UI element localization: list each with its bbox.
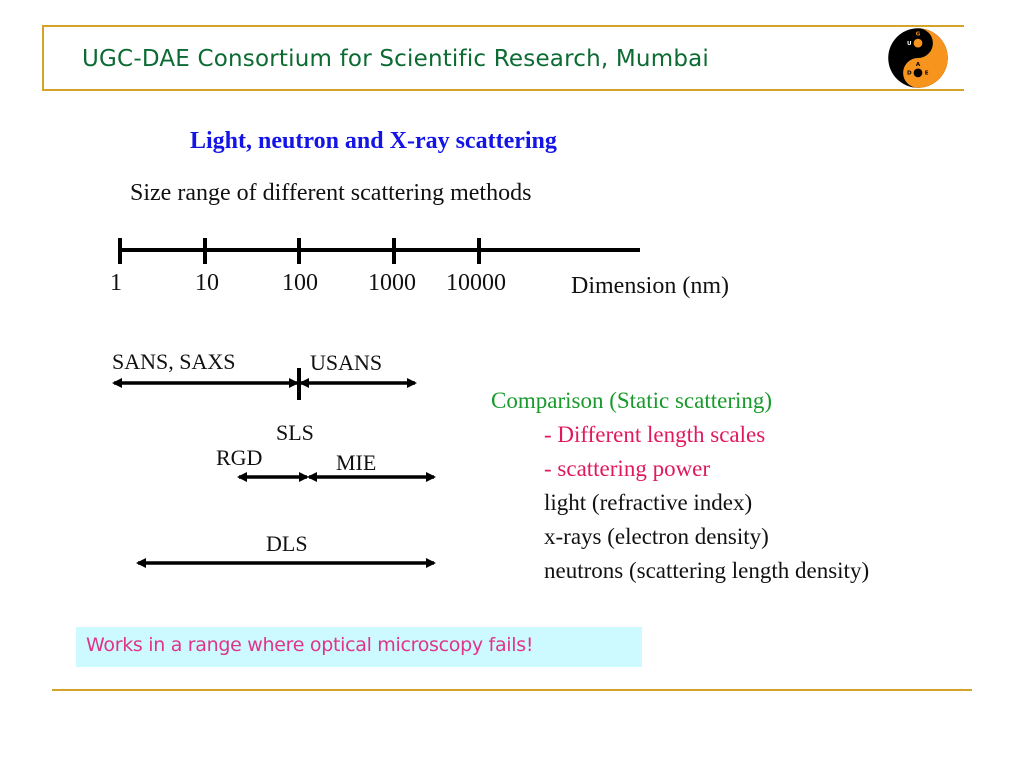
tick-label-1000: 1000	[368, 270, 416, 296]
slide-title: Light, neutron and X-ray scattering	[190, 128, 557, 154]
tick-label-10000: 10000	[446, 270, 506, 296]
comparison-block: Comparison (Static scattering) - Differe…	[491, 384, 869, 588]
label-mie: MIE	[336, 450, 377, 475]
comparison-heading: Comparison (Static scattering)	[491, 388, 773, 413]
header-title: UGC-DAE Consortium for Scientific Resear…	[82, 46, 710, 72]
scale-axis	[118, 238, 640, 264]
svg-text:D: D	[907, 71, 912, 77]
comparison-point: - scattering power	[544, 456, 711, 481]
header-box	[42, 25, 964, 91]
label-sans-saxs: SANS, SAXS	[112, 349, 236, 374]
svg-text:G: G	[916, 32, 921, 38]
svg-text:A: A	[916, 62, 921, 68]
comparison-detail: x-rays (electron density)	[544, 524, 769, 549]
comparison-point: - Different length scales	[544, 422, 766, 447]
callout-box: Works in a range where optical microscop…	[76, 627, 642, 667]
label-sls: SLS	[276, 420, 314, 445]
label-dls: DLS	[266, 531, 308, 556]
tick-label-1: 1	[110, 270, 122, 296]
tick-label-100: 100	[282, 270, 318, 296]
footer-divider	[52, 689, 972, 691]
comparison-detail: neutrons (scattering length density)	[544, 558, 870, 583]
label-usans: USANS	[310, 350, 383, 375]
comparison-detail: light (refractive index)	[544, 490, 753, 515]
callout-text: Works in a range where optical microscop…	[86, 634, 534, 656]
axis-label: Dimension (nm)	[571, 273, 729, 299]
slide-subtitle: Size range of different scattering metho…	[130, 180, 532, 206]
svg-text:U: U	[907, 41, 912, 47]
label-rgd: RGD	[216, 445, 263, 470]
tick-label-10: 10	[195, 270, 219, 296]
svg-text:C: C	[925, 41, 929, 47]
svg-text:E: E	[925, 71, 929, 77]
ugc-dae-logo-icon: G U C A D E	[888, 28, 948, 88]
